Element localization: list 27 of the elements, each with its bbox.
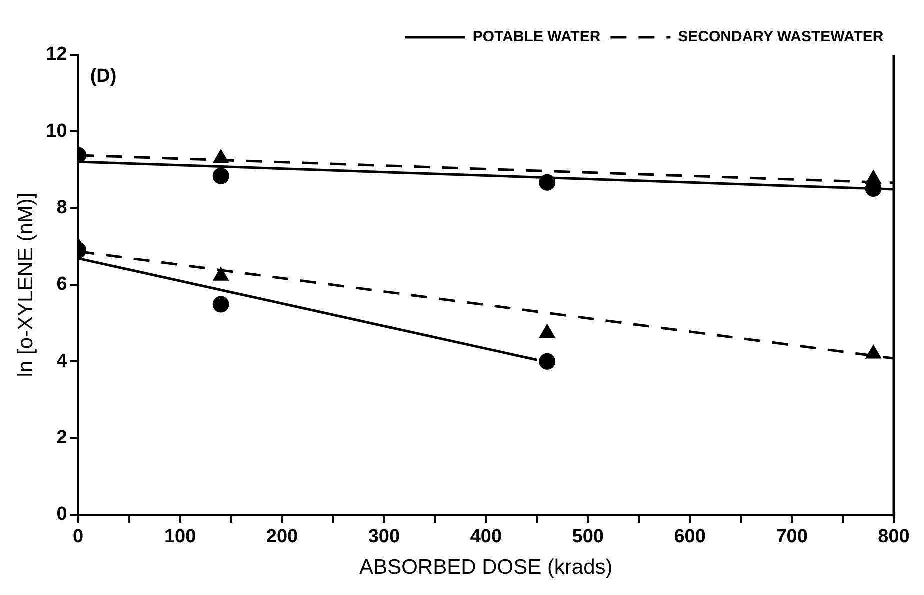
x-tick-label: 100 <box>164 526 196 548</box>
y-tick-label: 12 <box>46 44 68 66</box>
x-tick-label: 800 <box>878 526 910 548</box>
x-tick-label: 500 <box>572 526 604 548</box>
x-tick-label: 200 <box>266 526 298 548</box>
y-tick-label: 2 <box>56 428 68 449</box>
x-tick-label: 400 <box>470 526 502 548</box>
y-tick-label: 8 <box>56 198 68 219</box>
legend-label: POTABLE WATER <box>472 28 601 46</box>
annotation: (D) <box>90 66 117 88</box>
y-tick-label: 4 <box>56 350 68 372</box>
point <box>539 353 556 370</box>
point <box>212 168 230 184</box>
point <box>866 346 881 359</box>
point <box>540 325 555 338</box>
x-tick-label: 600 <box>674 526 706 548</box>
y-axis-title: ln [o-XYLENE (nM)] <box>14 192 38 378</box>
y-tick-label: 10 <box>46 120 68 142</box>
y-tick-label: 0 <box>56 504 68 526</box>
legend-label: SECONDARY WASTEWATER <box>678 28 884 46</box>
x-tick-label: 0 <box>73 526 84 548</box>
y-tick-label: 6 <box>56 274 68 296</box>
x-tick-label: 300 <box>368 526 400 548</box>
point <box>214 268 228 281</box>
point <box>212 296 230 313</box>
x-axis-title: ABSORBED DOSE (krads) <box>360 556 613 580</box>
x-tick-label: 700 <box>776 526 808 548</box>
